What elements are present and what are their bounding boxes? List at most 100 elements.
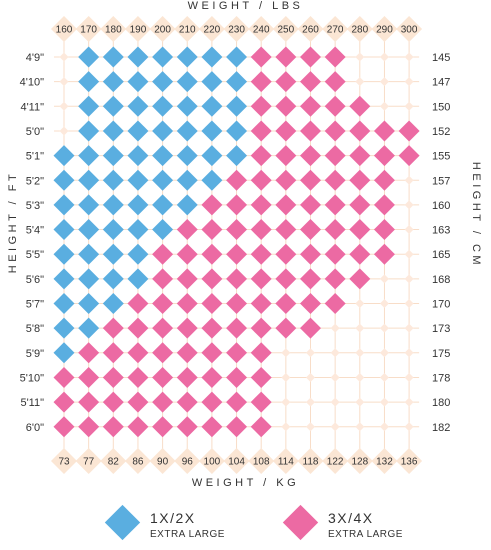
size-3x4x-mark xyxy=(250,219,272,241)
size-3x4x-mark xyxy=(324,194,346,216)
size-3x4x-mark xyxy=(324,293,346,314)
empty-cell-mark xyxy=(330,348,340,358)
size-3x4x-mark xyxy=(176,366,198,388)
weight-kg-cell xyxy=(272,448,299,474)
empty-cell-mark xyxy=(355,323,365,333)
empty-cell-mark xyxy=(281,372,291,382)
empty-cell-mark xyxy=(404,101,414,111)
size-3x4x-mark xyxy=(324,95,346,117)
weight-kg-cell xyxy=(100,448,127,474)
weight-kg-label: 108 xyxy=(253,457,270,468)
weight-lbs-cell xyxy=(248,16,275,42)
size-1x2x-mark xyxy=(176,95,198,117)
height-cm-label: 170 xyxy=(432,299,450,311)
weight-lbs-label: 200 xyxy=(154,25,171,36)
weight-kg-cell xyxy=(297,448,324,474)
size-3x4x-mark xyxy=(349,194,371,216)
size-3x4x-mark xyxy=(349,120,371,142)
empty-cell-mark xyxy=(355,77,365,87)
size-3x4x-mark xyxy=(102,342,124,364)
size-3x4x-mark xyxy=(349,145,371,167)
empty-cell-mark xyxy=(355,397,365,407)
empty-cell-mark xyxy=(404,249,414,259)
height-cm-label: 152 xyxy=(432,126,450,138)
size-3x4x-mark xyxy=(78,342,100,364)
size-3x4x-mark xyxy=(127,342,149,364)
bottom-axis-title: WEIGHT / KG xyxy=(191,477,300,489)
size-3x4x-mark xyxy=(275,194,297,216)
height-cm-label: 163 xyxy=(432,225,450,237)
size-1x2x-mark xyxy=(127,219,149,241)
size-3x4x-mark xyxy=(250,145,272,167)
weight-lbs-cell xyxy=(223,16,250,42)
height-ft-label: 5'5" xyxy=(26,249,44,261)
empty-cell-mark xyxy=(306,422,315,432)
size-1x2x-mark xyxy=(53,293,75,314)
size-3x4x-mark xyxy=(275,268,297,290)
size-3x4x-mark xyxy=(201,243,223,265)
size-3x4x-mark xyxy=(53,366,75,388)
size-3x4x-mark xyxy=(226,219,248,241)
size-3x4x-mark xyxy=(275,243,297,265)
empty-cell-mark xyxy=(330,323,340,333)
weight-kg-label: 122 xyxy=(327,457,344,468)
weight-lbs-cell xyxy=(297,16,324,42)
size-3x4x-mark xyxy=(226,293,248,314)
size-3x4x-mark xyxy=(250,169,272,191)
height-cm-label: 160 xyxy=(432,200,450,212)
size-3x4x-mark xyxy=(201,342,223,364)
size-1x2x-mark xyxy=(201,120,223,142)
empty-cell-mark xyxy=(404,397,414,407)
size-3x4x-mark xyxy=(300,243,321,265)
size-3x4x-mark xyxy=(102,366,124,388)
weight-kg-label: 136 xyxy=(401,457,418,468)
size-3x4x-mark xyxy=(373,169,395,191)
weight-kg-label: 82 xyxy=(108,457,120,468)
size-1x2x-mark xyxy=(127,95,149,117)
size-1x2x-mark xyxy=(102,145,124,167)
size-3x4x-mark xyxy=(275,219,297,241)
size-1x2x-mark xyxy=(53,194,75,216)
size-3x4x-mark xyxy=(300,120,321,142)
empty-cell-mark xyxy=(355,299,365,308)
size-1x2x-mark xyxy=(176,71,198,93)
size-1x2x-mark xyxy=(102,219,124,241)
weight-lbs-label: 230 xyxy=(228,25,245,36)
size-3x4x-mark xyxy=(226,169,248,191)
empty-cell-mark xyxy=(379,372,389,382)
weight-lbs-label: 170 xyxy=(80,25,97,36)
empty-cell-mark xyxy=(379,348,389,358)
size-1x2x-mark xyxy=(127,145,149,167)
empty-cell-mark xyxy=(404,52,414,62)
weight-lbs-cell xyxy=(124,16,151,42)
size-3x4x-mark xyxy=(275,120,297,142)
weight-lbs-cell xyxy=(322,16,349,42)
size-3x4x-mark xyxy=(300,293,321,314)
size-1x2x-mark xyxy=(102,293,124,314)
empty-cell-mark xyxy=(59,101,69,111)
size-1x2x-mark xyxy=(53,268,75,290)
size-3x4x-mark xyxy=(324,46,346,68)
size-1x2x-mark xyxy=(127,71,149,93)
size-3x4x-mark xyxy=(275,95,297,117)
size-3x4x-mark xyxy=(373,194,395,216)
empty-cell-mark xyxy=(404,323,414,333)
size-1x2x-mark xyxy=(78,317,100,339)
size-1x2x-mark xyxy=(226,120,248,142)
empty-cell-mark xyxy=(379,422,389,432)
size-1x2x-mark xyxy=(127,268,149,290)
size-3x4x-mark xyxy=(127,293,149,314)
size-3x4x-mark xyxy=(324,71,346,93)
size-3x4x-mark xyxy=(201,268,223,290)
size-3x4x-mark xyxy=(300,169,321,191)
size-3x4x-mark xyxy=(127,366,149,388)
size-3x4x-mark xyxy=(275,317,297,339)
empty-cell-mark xyxy=(59,77,69,87)
weight-kg-cell xyxy=(322,448,349,474)
weight-lbs-label: 240 xyxy=(253,25,270,36)
size-3x4x-mark xyxy=(373,243,395,265)
size-1x2x-mark xyxy=(53,243,75,265)
weight-lbs-label: 180 xyxy=(105,25,122,36)
empty-cell-mark xyxy=(330,397,340,407)
weight-kg-label: 90 xyxy=(157,457,169,468)
